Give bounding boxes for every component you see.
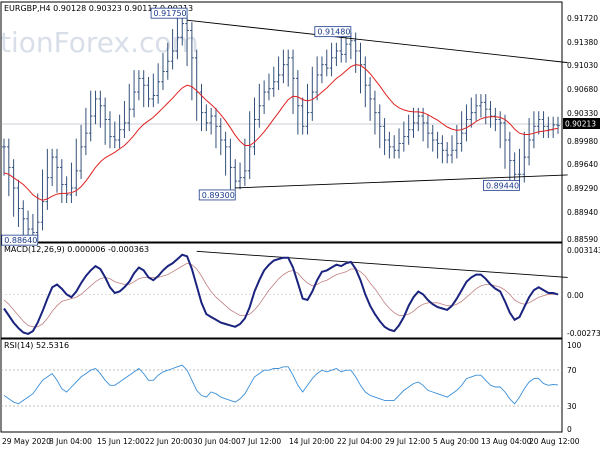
macd-signal-line	[3, 262, 558, 328]
rsi-y-tick: 70	[567, 366, 577, 375]
trendline	[187, 19, 568, 64]
price-y-tick: 0.90680	[567, 85, 598, 94]
annotation-box	[198, 189, 236, 201]
x-tick: 20 Aug 12:00	[529, 437, 580, 446]
price-y-tick: 0.89290	[567, 184, 598, 193]
annotation-box	[1, 234, 39, 246]
rsi-line	[3, 364, 559, 405]
price-lines	[3, 19, 568, 201]
price-panel-frame	[0, 1, 563, 243]
price-y-tick: 0.89980	[567, 137, 598, 146]
rsi-lines	[3, 364, 559, 405]
macd-y-tick: 0.003143	[567, 246, 600, 255]
annotation-box	[314, 26, 352, 38]
annotation-label: 0.89300	[202, 191, 235, 200]
x-axis: 29 May 2020 8 Jun 04:00 15 Jun 12:00 22 …	[2, 437, 580, 446]
rsi-y-tick: 100	[567, 341, 582, 350]
current-price-label: 0.90213	[565, 120, 596, 129]
x-tick: 22 Jun 20:00	[145, 437, 193, 446]
x-tick: 15 Jun 12:00	[97, 437, 145, 446]
annotation-label: 0.89440	[486, 181, 519, 190]
x-tick: 5 Aug 20:00	[433, 437, 479, 446]
x-tick: 30 Jun 04:00	[193, 437, 241, 446]
price-y-tick: 0.91030	[567, 61, 598, 70]
macd-y-tick: 0.00	[567, 291, 584, 300]
annotation-box	[150, 7, 188, 19]
price-panel-title: EURGBP,H4 0.90128 0.90323 0.90117 0.9021…	[4, 4, 193, 13]
x-tick: 29 May 2020	[2, 437, 51, 446]
x-tick: 7 Jul 12:00	[241, 437, 281, 446]
price-y-tick: 0.88590	[567, 235, 598, 244]
annotation-label: 0.91480	[317, 28, 350, 37]
x-tick: 8 Jun 04:00	[49, 437, 92, 446]
macd-y-tick: -0.002737	[567, 329, 600, 338]
annotation-label: 0.88640	[4, 236, 37, 245]
annotations: 0.88640 0.91750 0.89300 0.91480 0.89440	[1, 7, 520, 246]
price-y-axis: 0.91720 0.91380 0.91030 0.90680 0.90330 …	[567, 14, 598, 244]
x-tick: 13 Aug 04:00	[481, 437, 532, 446]
price-y-tick: 0.91380	[567, 38, 598, 47]
price-bars	[2, 15, 560, 241]
rsi-y-tick: 0	[567, 425, 572, 434]
price-y-tick: 0.91720	[567, 14, 598, 23]
macd-y-axis: 0.003143 0.00 -0.002737	[567, 246, 600, 338]
annotation-box	[483, 179, 520, 191]
rsi-panel-frame	[0, 338, 563, 433]
price-y-tick: 0.89640	[567, 160, 598, 169]
trendline	[235, 174, 568, 189]
rsi-y-axis: 100 70 30 0	[567, 341, 582, 434]
current-price-badge	[563, 118, 600, 129]
moving-average-line	[3, 64, 559, 201]
x-tick: 29 Jul 12:00	[385, 437, 430, 446]
trendline	[196, 250, 568, 278]
macd-lines	[1, 250, 568, 335]
macd-panel-frame	[0, 242, 563, 339]
annotation-label: 0.91750	[154, 9, 187, 18]
macd-line	[3, 253, 559, 335]
rsi-panel-title: RSI(14) 52.5316	[4, 341, 69, 350]
price-y-tick: 0.90330	[567, 109, 598, 118]
price-y-tick: 0.88940	[567, 208, 598, 217]
watermark-text: tionForex.com	[0, 26, 199, 59]
rsi-y-tick: 30	[567, 402, 577, 411]
macd-panel-title: MACD(12,26,9) 0.000006 -0.000363	[4, 245, 149, 254]
x-tick: 22 Jul 04:00	[337, 437, 382, 446]
x-tick: 14 Jul 20:00	[289, 437, 334, 446]
